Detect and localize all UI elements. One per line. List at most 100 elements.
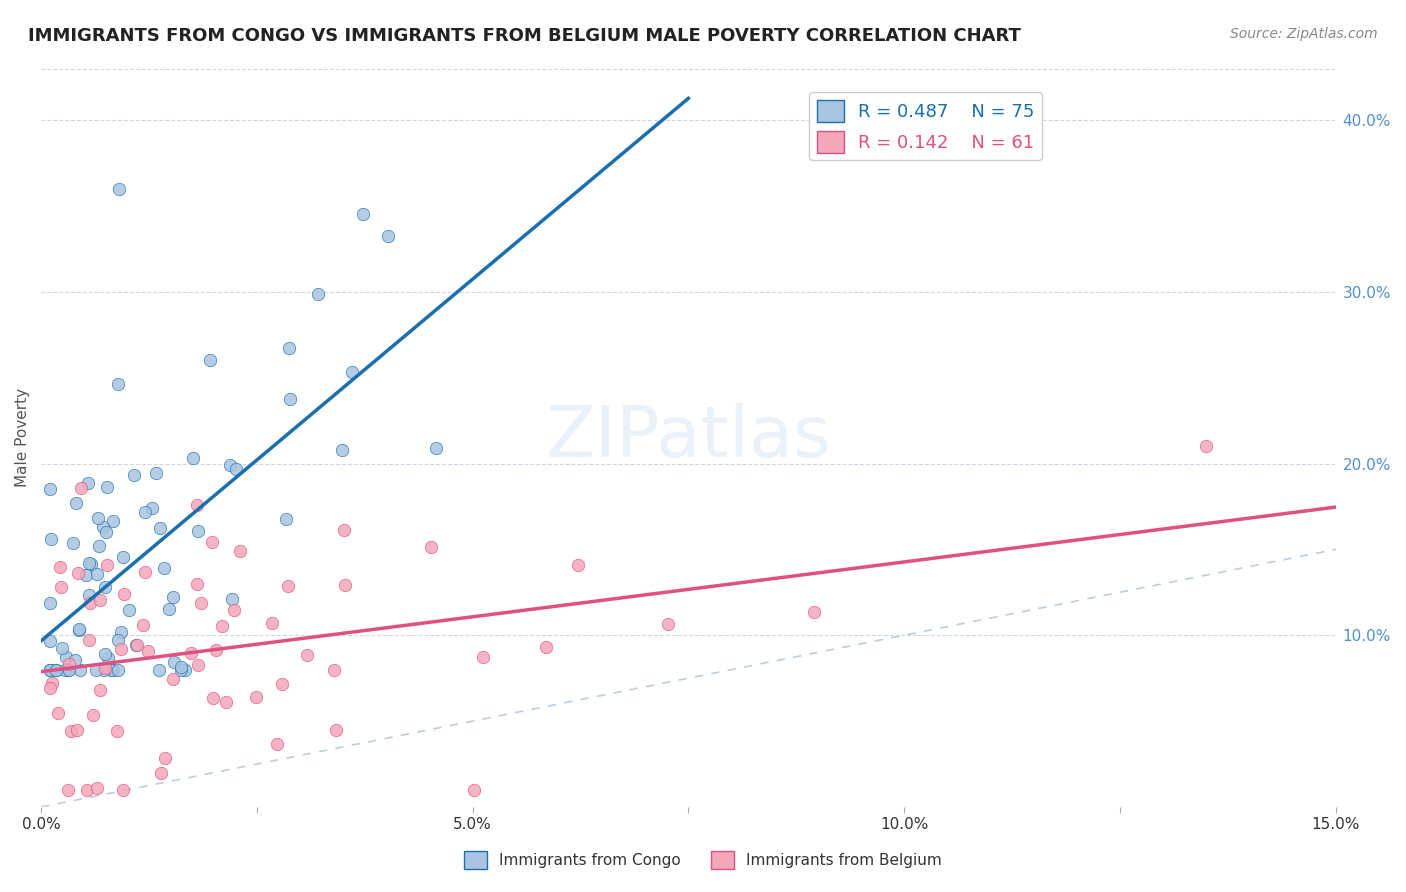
- Immigrants from Belgium: [46, 706, 69, 720]
- Immigrants from Belgium: [96, 558, 118, 573]
- Immigrants from Congo: [162, 590, 184, 604]
- Immigrants from Belgium: [150, 766, 173, 780]
- Immigrants from Congo: [145, 467, 167, 481]
- Immigrants from Congo: [53, 663, 76, 677]
- Immigrants from Congo: [118, 603, 141, 617]
- Immigrants from Belgium: [86, 780, 108, 795]
- Immigrants from Congo: [125, 638, 148, 652]
- Immigrants from Belgium: [134, 565, 156, 579]
- Immigrants from Congo: [67, 624, 90, 638]
- Immigrants from Congo: [55, 649, 77, 664]
- Immigrants from Congo: [86, 567, 108, 582]
- Immigrants from Congo: [107, 182, 129, 196]
- Immigrants from Congo: [276, 512, 298, 526]
- Immigrants from Belgium: [1195, 439, 1218, 453]
- Immigrants from Congo: [77, 556, 100, 570]
- Immigrants from Congo: [173, 663, 195, 677]
- Immigrants from Congo: [157, 602, 180, 616]
- Immigrants from Belgium: [266, 737, 288, 751]
- Immigrants from Congo: [148, 663, 170, 677]
- Immigrants from Belgium: [180, 646, 202, 660]
- Immigrants from Congo: [198, 352, 221, 367]
- Immigrants from Belgium: [89, 593, 111, 607]
- Immigrants from Congo: [100, 663, 122, 677]
- Immigrants from Congo: [77, 476, 100, 491]
- Immigrants from Belgium: [567, 558, 589, 573]
- Immigrants from Belgium: [131, 618, 153, 632]
- Immigrants from Congo: [38, 663, 60, 677]
- Immigrants from Congo: [101, 514, 124, 528]
- Immigrants from Belgium: [277, 579, 299, 593]
- Immigrants from Congo: [218, 458, 240, 472]
- Immigrants from Congo: [170, 663, 193, 677]
- Immigrants from Congo: [93, 520, 115, 534]
- Immigrants from Belgium: [77, 633, 100, 648]
- Immigrants from Belgium: [49, 560, 72, 574]
- Immigrants from Belgium: [245, 690, 267, 705]
- Immigrants from Belgium: [155, 751, 177, 765]
- Immigrants from Belgium: [420, 540, 443, 554]
- Immigrants from Belgium: [323, 663, 346, 677]
- Immigrants from Congo: [45, 663, 67, 677]
- Immigrants from Congo: [170, 659, 193, 673]
- Immigrants from Congo: [62, 536, 84, 550]
- Immigrants from Belgium: [260, 616, 283, 631]
- Immigrants from Belgium: [333, 523, 356, 537]
- Immigrants from Belgium: [201, 690, 224, 705]
- Immigrants from Belgium: [112, 782, 135, 797]
- Text: ZIPatlas: ZIPatlas: [546, 403, 831, 472]
- Immigrants from Belgium: [333, 578, 356, 592]
- Immigrants from Congo: [80, 558, 103, 572]
- Immigrants from Congo: [58, 663, 80, 677]
- Immigrants from Belgium: [49, 580, 72, 594]
- Immigrants from Belgium: [58, 657, 80, 671]
- Immigrants from Belgium: [229, 544, 252, 558]
- Immigrants from Congo: [112, 550, 135, 565]
- Text: Source: ZipAtlas.com: Source: ZipAtlas.com: [1230, 27, 1378, 41]
- Immigrants from Congo: [79, 588, 101, 602]
- Immigrants from Congo: [340, 365, 363, 379]
- Immigrants from Congo: [149, 521, 172, 535]
- Immigrants from Congo: [330, 443, 353, 458]
- Immigrants from Congo: [84, 663, 107, 677]
- Immigrants from Congo: [278, 392, 301, 407]
- Immigrants from Belgium: [93, 660, 115, 674]
- Legend: Immigrants from Congo, Immigrants from Belgium: Immigrants from Congo, Immigrants from B…: [458, 845, 948, 875]
- Text: IMMIGRANTS FROM CONGO VS IMMIGRANTS FROM BELGIUM MALE POVERTY CORRELATION CHART: IMMIGRANTS FROM CONGO VS IMMIGRANTS FROM…: [28, 27, 1021, 45]
- Immigrants from Congo: [87, 539, 110, 553]
- Immigrants from Belgium: [162, 672, 184, 686]
- Immigrants from Belgium: [534, 640, 557, 654]
- Immigrants from Belgium: [187, 657, 209, 672]
- Immigrants from Congo: [153, 561, 176, 575]
- Immigrants from Congo: [38, 596, 60, 610]
- Immigrants from Congo: [69, 663, 91, 677]
- Immigrants from Belgium: [471, 649, 494, 664]
- Immigrants from Belgium: [325, 723, 347, 737]
- Immigrants from Congo: [101, 663, 124, 677]
- Immigrants from Belgium: [82, 708, 104, 723]
- Immigrants from Congo: [141, 501, 163, 516]
- Immigrants from Belgium: [803, 605, 825, 619]
- Legend: R = 0.487    N = 75, R = 0.142    N = 61: R = 0.487 N = 75, R = 0.142 N = 61: [810, 92, 1042, 160]
- Immigrants from Belgium: [222, 602, 245, 616]
- Immigrants from Congo: [38, 634, 60, 648]
- Immigrants from Belgium: [463, 782, 485, 797]
- Immigrants from Belgium: [89, 682, 111, 697]
- Immigrants from Belgium: [58, 782, 80, 797]
- Immigrants from Belgium: [110, 642, 132, 657]
- Immigrants from Congo: [63, 653, 86, 667]
- Immigrants from Belgium: [60, 723, 83, 738]
- Immigrants from Belgium: [270, 677, 292, 691]
- Immigrants from Congo: [107, 632, 129, 647]
- Immigrants from Belgium: [204, 643, 226, 657]
- Immigrants from Belgium: [112, 586, 135, 600]
- Immigrants from Congo: [96, 480, 118, 494]
- Immigrants from Congo: [67, 622, 90, 636]
- Immigrants from Congo: [75, 568, 97, 582]
- Immigrants from Belgium: [211, 619, 233, 633]
- Immigrants from Belgium: [125, 638, 148, 652]
- Immigrants from Congo: [377, 228, 399, 243]
- Immigrants from Belgium: [105, 724, 128, 739]
- Immigrants from Belgium: [76, 782, 98, 797]
- Immigrants from Belgium: [657, 617, 679, 632]
